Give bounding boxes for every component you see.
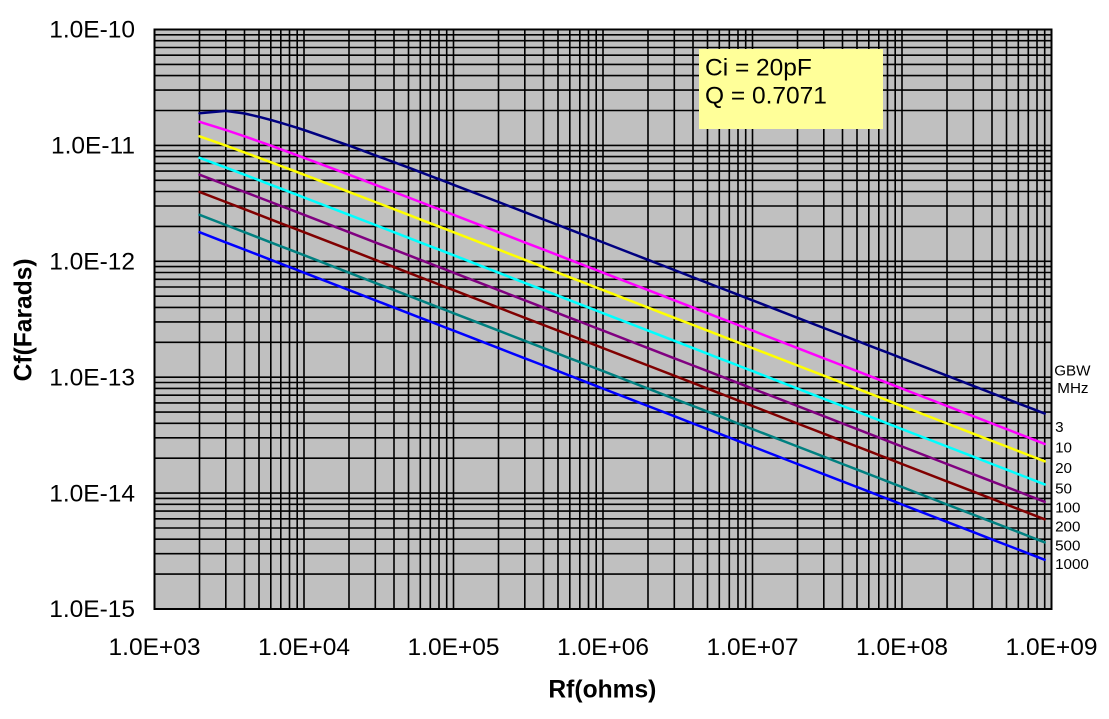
svg-text:Rf(ohms): Rf(ohms) — [548, 677, 656, 704]
svg-text:500: 500 — [1055, 537, 1080, 554]
svg-text:3: 3 — [1055, 419, 1063, 436]
svg-text:20: 20 — [1055, 460, 1072, 477]
svg-text:10: 10 — [1055, 440, 1072, 457]
svg-text:1.0E-15: 1.0E-15 — [49, 596, 135, 623]
svg-text:1000: 1000 — [1055, 556, 1089, 573]
svg-text:1.0E+08: 1.0E+08 — [856, 634, 948, 661]
svg-text:Cf(Farads): Cf(Farads) — [11, 258, 38, 381]
svg-text:1.0E+09: 1.0E+09 — [1006, 634, 1098, 661]
svg-text:1.0E-10: 1.0E-10 — [49, 17, 135, 44]
svg-text:Ci = 20pF: Ci = 20pF — [705, 55, 812, 82]
svg-text:1.0E-13: 1.0E-13 — [49, 364, 135, 391]
svg-text:1.0E-12: 1.0E-12 — [49, 249, 135, 276]
svg-text:1.0E+07: 1.0E+07 — [707, 634, 799, 661]
svg-text:1.0E+05: 1.0E+05 — [408, 634, 500, 661]
svg-text:1.0E+04: 1.0E+04 — [258, 634, 350, 661]
svg-text:Q = 0.7071: Q = 0.7071 — [705, 83, 827, 110]
svg-text:MHz: MHz — [1057, 380, 1088, 397]
svg-text:1.0E-11: 1.0E-11 — [51, 133, 135, 160]
svg-text:1.0E+06: 1.0E+06 — [557, 634, 649, 661]
svg-text:GBW: GBW — [1054, 363, 1091, 380]
svg-text:50: 50 — [1055, 481, 1072, 498]
svg-text:200: 200 — [1055, 518, 1080, 535]
svg-text:1.0E+03: 1.0E+03 — [109, 634, 201, 661]
svg-text:1.0E-14: 1.0E-14 — [49, 480, 135, 507]
svg-text:100: 100 — [1055, 500, 1080, 517]
